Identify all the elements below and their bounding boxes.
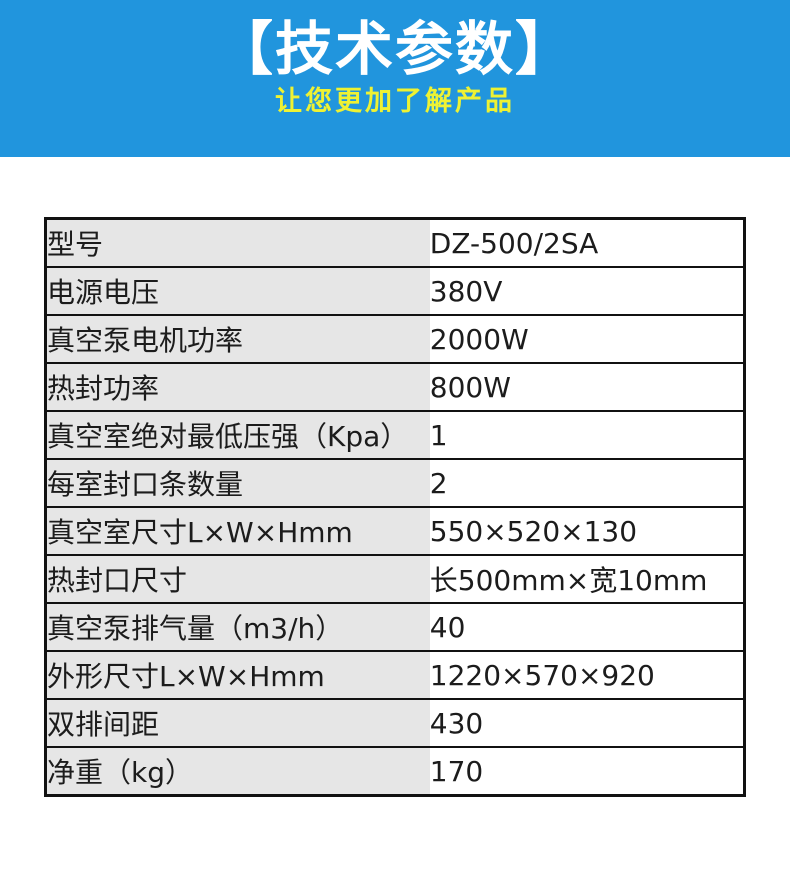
spec-value: 长500mm×宽10mm	[429, 555, 745, 603]
spec-label: 净重（kg）	[45, 747, 430, 796]
table-row: 外形尺寸L×W×Hmm 1220×570×920	[45, 651, 745, 699]
spec-label: 真空泵排气量（m3/h）	[45, 603, 430, 651]
page-subtitle: 让您更加了解产品	[275, 86, 515, 117]
spec-label: 热封功率	[45, 363, 430, 411]
spec-label: 每室封口条数量	[45, 459, 430, 507]
spec-value: 2	[429, 459, 745, 507]
spec-label: 双排间距	[45, 699, 430, 747]
spec-value: 550×520×130	[429, 507, 745, 555]
table-row: 电源电压 380V	[45, 267, 745, 315]
table-row: 热封口尺寸 长500mm×宽10mm	[45, 555, 745, 603]
spec-table-container: 型号 DZ-500/2SA 电源电压 380V 真空泵电机功率 2000W 热封功率 800W…	[44, 217, 746, 797]
spec-table: 型号 DZ-500/2SA 电源电压 380V 真空泵电机功率 2000W 热封功率 800W…	[44, 217, 746, 797]
spec-value: 430	[429, 699, 745, 747]
table-row: 真空室绝对最低压强（Kpa） 1	[45, 411, 745, 459]
table-row: 每室封口条数量 2	[45, 459, 745, 507]
table-row: 真空泵电机功率 2000W	[45, 315, 745, 363]
table-row: 热封功率 800W	[45, 363, 745, 411]
spec-label: 型号	[45, 218, 430, 267]
spec-table-body: 型号 DZ-500/2SA 电源电压 380V 真空泵电机功率 2000W 热封功率 800W…	[45, 218, 745, 796]
table-row: 净重（kg） 170	[45, 747, 745, 796]
spec-label: 热封口尺寸	[45, 555, 430, 603]
table-row: 双排间距 430	[45, 699, 745, 747]
spec-value: 380V	[429, 267, 745, 315]
spec-value: 40	[429, 603, 745, 651]
spec-label: 真空泵电机功率	[45, 315, 430, 363]
spec-value: DZ-500/2SA	[429, 218, 745, 267]
spec-value: 1220×570×920	[429, 651, 745, 699]
spec-value: 2000W	[429, 315, 745, 363]
table-row: 真空泵排气量（m3/h） 40	[45, 603, 745, 651]
spec-label: 真空室绝对最低压强（Kpa）	[45, 411, 430, 459]
spec-value: 170	[429, 747, 745, 796]
spec-value: 1	[429, 411, 745, 459]
page-title: 【技术参数】	[214, 15, 575, 83]
spec-label: 真空室尺寸L×W×Hmm	[45, 507, 430, 555]
spec-label: 外形尺寸L×W×Hmm	[45, 651, 430, 699]
table-row: 真空室尺寸L×W×Hmm 550×520×130	[45, 507, 745, 555]
hero-banner: 【技术参数】 让您更加了解产品	[0, 0, 790, 157]
spec-label: 电源电压	[45, 267, 430, 315]
spec-value: 800W	[429, 363, 745, 411]
table-row: 型号 DZ-500/2SA	[45, 218, 745, 267]
